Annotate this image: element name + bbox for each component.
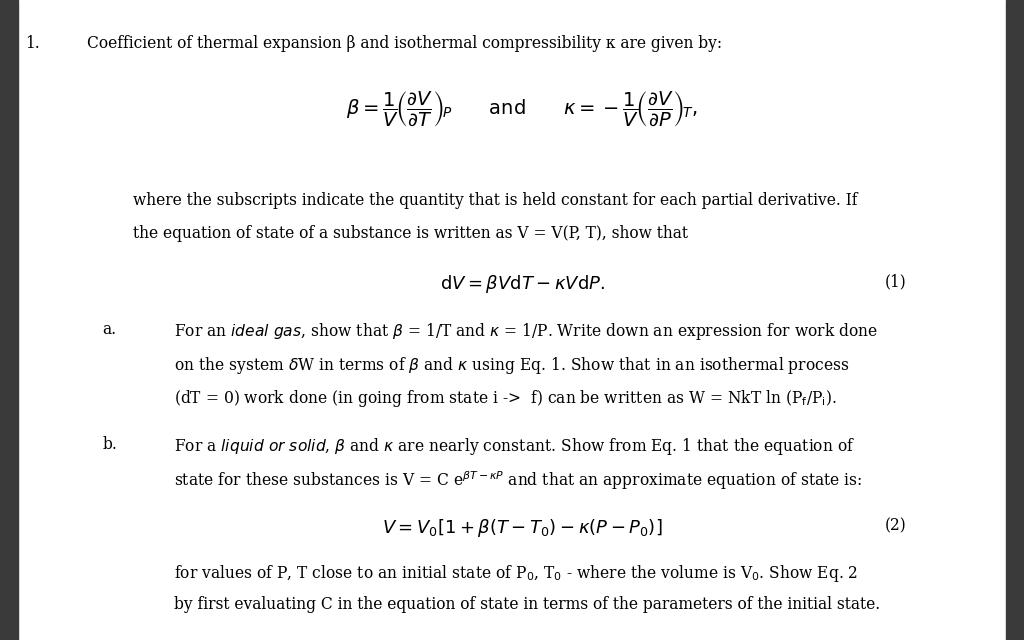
Text: (dT = 0) work done (in going from state i ->  f) can be written as W = NkT ln (P: (dT = 0) work done (in going from state … xyxy=(174,388,837,409)
Text: $\mathrm{d}V = \beta V\mathrm{d}T - \kappa V\mathrm{d}P.$: $\mathrm{d}V = \beta V\mathrm{d}T - \kap… xyxy=(439,273,605,295)
Text: $V = V_0\left[1 + \beta(T - T_0) - \kappa(P - P_0)\right]$: $V = V_0\left[1 + \beta(T - T_0) - \kapp… xyxy=(382,517,663,539)
Text: for values of P, T close to an initial state of P$_0$, T$_0$ - where the volume : for values of P, T close to an initial s… xyxy=(174,563,858,584)
Text: Coefficient of thermal expansion β and isothermal compressibility κ are given by: Coefficient of thermal expansion β and i… xyxy=(87,35,722,52)
Text: on the system $\delta$W in terms of $\beta$ and $\kappa$ using Eq. 1. Show that : on the system $\delta$W in terms of $\be… xyxy=(174,355,850,376)
Text: For a $\mathit{liquid\ or\ solid}$, $\beta$ and $\kappa$ are nearly constant. Sh: For a $\mathit{liquid\ or\ solid}$, $\be… xyxy=(174,436,855,457)
Text: by first evaluating C in the equation of state in terms of the parameters of the: by first evaluating C in the equation of… xyxy=(174,596,881,614)
Text: b.: b. xyxy=(102,436,118,453)
Bar xyxy=(1006,0,1024,640)
Text: the equation of state of a substance is written as V = V(P, T), show that: the equation of state of a substance is … xyxy=(133,225,688,243)
Text: state for these substances is V = C e$^{\beta T-\kappa P}$ and that an approxima: state for these substances is V = C e$^{… xyxy=(174,469,862,492)
Text: (1): (1) xyxy=(885,273,907,291)
Text: a.: a. xyxy=(102,321,117,339)
Bar xyxy=(0,0,18,640)
Text: $\beta = \dfrac{1}{V}\!\left(\dfrac{\partial V}{\partial T}\right)_{\!P}$$\quad\: $\beta = \dfrac{1}{V}\!\left(\dfrac{\par… xyxy=(346,90,698,128)
Text: where the subscripts indicate the quantity that is held constant for each partia: where the subscripts indicate the quanti… xyxy=(133,192,858,209)
Text: 1.: 1. xyxy=(26,35,40,52)
Text: (2): (2) xyxy=(885,517,907,534)
Text: For an $\mathit{ideal\ gas}$, show that $\beta$ = 1/T and $\kappa$ = 1/P. Write : For an $\mathit{ideal\ gas}$, show that … xyxy=(174,321,879,342)
